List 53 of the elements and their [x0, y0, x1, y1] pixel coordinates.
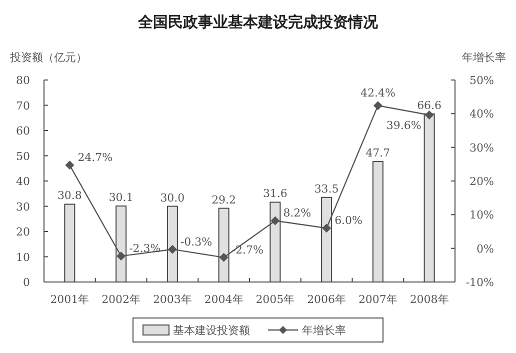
y2-axis-title: 年增长率: [462, 51, 506, 64]
x-tick-label: 2003年: [152, 293, 192, 306]
x-tick-label: 2004年: [204, 293, 244, 306]
y2-tick-label: 20%: [470, 175, 494, 188]
chart-title: 全国民政事业基本建设完成投资情况: [137, 13, 379, 31]
data-label: -2.7%: [232, 243, 264, 256]
point: [424, 110, 434, 120]
legend-label: 基本建设投资额: [173, 324, 250, 337]
x-tick-label: 2005年: [256, 293, 295, 306]
y-tick-label: 40: [16, 175, 30, 188]
data-label: -0.3%: [180, 235, 212, 248]
data-label: 42.4%: [360, 86, 396, 100]
x-tick-label: 2006年: [307, 293, 346, 306]
point: [270, 216, 280, 226]
data-label: 39.6%: [386, 119, 422, 132]
point: [116, 252, 126, 261]
point: [65, 160, 74, 170]
y2-tick-label: 0%: [476, 242, 494, 256]
data-label: 30.0: [160, 191, 185, 204]
x-tick-label: 2002年: [102, 293, 141, 306]
y-tick-label: 80: [16, 74, 30, 87]
point: [168, 244, 177, 254]
data-label: 30.8: [57, 189, 82, 202]
y2-tick-label: -10%: [466, 276, 494, 289]
data-label: 31.6: [262, 187, 288, 200]
y-tick-label: 30: [16, 200, 30, 214]
y2-tick-label: 50%: [470, 74, 494, 87]
x-tick-label: 2007年: [358, 293, 398, 306]
x-tick-label: 2001年: [50, 293, 90, 306]
data-label: 24.7%: [78, 151, 113, 164]
y-tick-label: 0: [23, 276, 30, 289]
y-axis-title: 投资额（亿元）: [9, 51, 87, 64]
y-tick-label: 50: [16, 150, 30, 163]
x-tick-label: 2008年: [410, 293, 449, 306]
data-label: 8.2%: [283, 206, 312, 220]
y2-tick-label: 30%: [470, 141, 494, 154]
y2-tick-label: 10%: [470, 208, 494, 222]
y-tick-label: 60: [16, 124, 30, 138]
y2-tick-label: 40%: [470, 108, 494, 121]
data-label: 33.5: [314, 182, 339, 196]
data-label: 47.7: [366, 146, 390, 160]
point: [373, 101, 382, 110]
point: [219, 252, 228, 262]
data-label: -2.3%: [129, 242, 161, 256]
y-tick-label: 10: [16, 250, 30, 264]
y-tick-label: 20: [16, 226, 30, 238]
data-label: 66.6: [417, 98, 442, 112]
y-tick-label: 70: [16, 99, 30, 112]
data-label: 6.0%: [334, 214, 363, 228]
legend-label: 年增长率: [302, 324, 346, 337]
point: [322, 224, 332, 233]
data-label: 30.1: [108, 190, 134, 204]
data-label: 29.2: [212, 193, 236, 206]
